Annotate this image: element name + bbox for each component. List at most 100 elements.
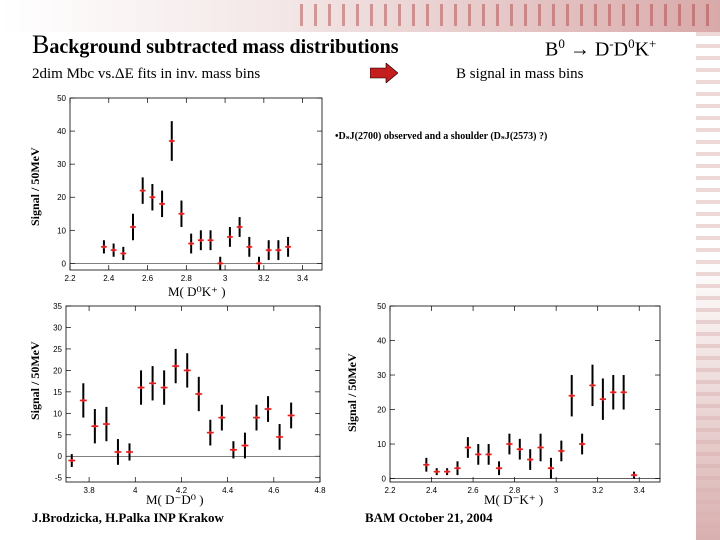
x-tick-label: 3.2 bbox=[592, 486, 604, 495]
y-tick-label: 35 bbox=[53, 302, 62, 311]
data-point bbox=[102, 406, 110, 442]
data-point bbox=[178, 200, 185, 227]
point-dot bbox=[507, 442, 512, 446]
xlabel-bottom-left: M( D⁻D⁰ ) bbox=[146, 492, 204, 507]
data-point bbox=[265, 240, 272, 261]
data-point bbox=[568, 375, 575, 417]
point-dot bbox=[580, 442, 584, 446]
point-dot bbox=[570, 394, 574, 398]
point-dot bbox=[518, 447, 522, 451]
xlabel-bottom-right: M( D⁻K⁺ ) bbox=[484, 492, 544, 507]
x-tick-label: 2.4 bbox=[426, 486, 438, 495]
x-tick-label: 2.8 bbox=[509, 486, 521, 495]
plot-top: 2.2 2.4 2.6 2.8 3 3.2 3.4 0 10 20 30 40 50 bbox=[57, 94, 323, 283]
data-point bbox=[547, 457, 555, 479]
data-point bbox=[454, 461, 461, 476]
point-dot bbox=[231, 448, 236, 452]
data-point bbox=[159, 190, 165, 218]
point-dot bbox=[179, 212, 184, 216]
y-tick-label: 40 bbox=[377, 337, 386, 346]
data-point bbox=[195, 376, 203, 412]
data-point bbox=[114, 439, 122, 465]
data-point bbox=[91, 409, 99, 444]
point-dot bbox=[476, 452, 480, 456]
point-dot bbox=[466, 445, 470, 450]
point-dot bbox=[601, 397, 605, 401]
x-tick-label: 4 bbox=[133, 486, 138, 495]
ylabel-bottom-left: Signal / 50MeV bbox=[28, 341, 42, 420]
plot-frame bbox=[65, 305, 321, 483]
point-dot bbox=[102, 245, 106, 249]
data-point bbox=[79, 383, 87, 418]
data-point bbox=[433, 468, 440, 476]
point-dot bbox=[277, 435, 282, 439]
xlabel-top: M( D⁰K⁺ ) bbox=[168, 284, 226, 299]
y-tick-label: 30 bbox=[57, 160, 66, 169]
point-dot bbox=[276, 248, 280, 252]
plot-bottom-right: 2.2 2.4 2.6 2.8 3 3.2 3.4 0 10 20 30 40 50 bbox=[377, 302, 661, 495]
point-dot bbox=[197, 392, 201, 396]
y-tick-label: 0 bbox=[62, 259, 67, 268]
data-point bbox=[110, 243, 117, 257]
point-dot bbox=[254, 416, 259, 420]
point-dot bbox=[174, 364, 178, 368]
x-tick-label: 4.2 bbox=[176, 486, 188, 495]
data-point bbox=[188, 233, 195, 254]
point-dot bbox=[170, 139, 174, 143]
point-dot bbox=[185, 368, 189, 372]
data-point bbox=[217, 256, 224, 270]
point-dot bbox=[445, 470, 449, 474]
data-point bbox=[206, 419, 214, 446]
decay-channel: B0 → D-D0K+ bbox=[545, 36, 657, 61]
point-dot bbox=[243, 443, 247, 448]
data-point bbox=[264, 396, 272, 422]
data-point bbox=[485, 444, 492, 465]
x-tick-label: 3 bbox=[223, 274, 228, 283]
y-tick-label: 25 bbox=[53, 345, 62, 354]
data-point bbox=[130, 213, 136, 241]
y-tick-label: 50 bbox=[377, 302, 386, 311]
y-tick-label: 30 bbox=[377, 371, 386, 380]
slide-title: Background subtracted mass distributions bbox=[32, 30, 399, 59]
x-tick-label: 4.6 bbox=[268, 486, 280, 495]
point-dot bbox=[189, 241, 193, 246]
data-point bbox=[444, 468, 451, 476]
point-dot bbox=[257, 261, 261, 265]
x-tick-label: 2.2 bbox=[64, 274, 76, 283]
data-point bbox=[620, 375, 627, 410]
data-point bbox=[120, 246, 127, 261]
x-tick-label: 2.6 bbox=[142, 274, 154, 283]
data-point bbox=[275, 240, 282, 261]
x-tick-label: 2.6 bbox=[468, 486, 480, 495]
point-dot bbox=[238, 225, 242, 229]
conference-date: BAM October 21, 2004 bbox=[365, 510, 493, 525]
point-dot bbox=[150, 381, 155, 385]
data-point bbox=[423, 457, 430, 472]
x-tick-label: 4.4 bbox=[222, 486, 234, 495]
data-point bbox=[160, 370, 168, 405]
point-dot bbox=[487, 452, 491, 456]
point-dot bbox=[247, 245, 251, 249]
y-tick-label: 0 bbox=[58, 452, 63, 461]
plot-bottom-left: 3.8 4 4.2 4.4 4.6 4.8 -5 0 5 10 15 20 25 30 35 bbox=[53, 302, 326, 495]
authors: J.Brodzicka, H.Palka INP Krakow bbox=[32, 510, 224, 525]
y-tick-label: 5 bbox=[58, 431, 63, 440]
point-dot bbox=[228, 235, 232, 239]
data-point bbox=[101, 240, 107, 254]
y-tick-label: 10 bbox=[53, 409, 62, 418]
x-tick-label: 3.8 bbox=[84, 486, 96, 495]
point-dot bbox=[208, 431, 212, 435]
y-tick-label: 20 bbox=[53, 366, 62, 375]
point-dot bbox=[160, 202, 164, 206]
point-dot bbox=[218, 261, 222, 265]
point-dot bbox=[528, 457, 532, 462]
x-tick-label: 3 bbox=[554, 486, 559, 495]
point-dot bbox=[104, 422, 109, 426]
y-tick-label: 20 bbox=[377, 406, 386, 415]
point-dot bbox=[455, 466, 460, 470]
data-point bbox=[516, 438, 523, 460]
y-tick-label: 50 bbox=[57, 94, 66, 103]
data-point bbox=[126, 443, 133, 461]
data-point bbox=[137, 370, 145, 405]
point-dot bbox=[150, 195, 154, 199]
